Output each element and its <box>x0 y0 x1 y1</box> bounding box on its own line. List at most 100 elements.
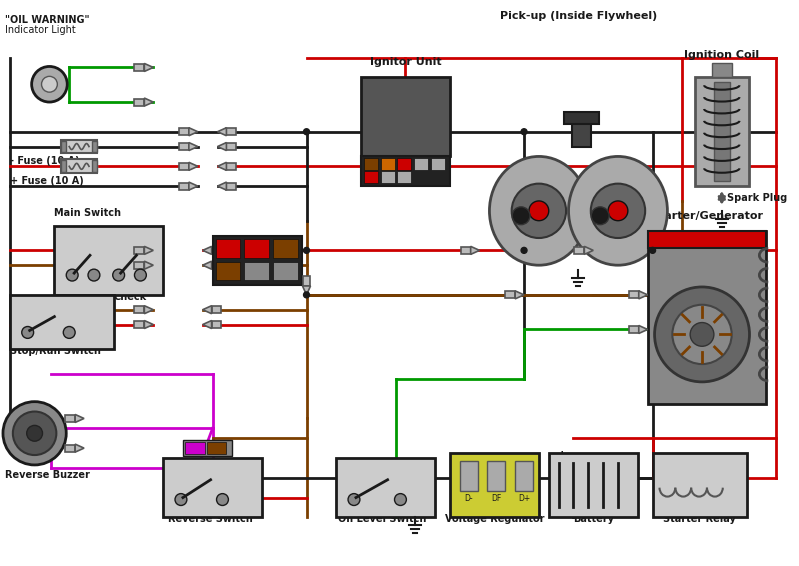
Bar <box>212 321 221 328</box>
Bar <box>515 461 533 491</box>
Polygon shape <box>217 182 226 190</box>
Bar <box>185 442 205 454</box>
Bar <box>415 158 428 170</box>
Bar <box>273 238 297 258</box>
Circle shape <box>654 287 749 382</box>
Bar <box>66 445 75 452</box>
Polygon shape <box>217 162 226 170</box>
Bar <box>364 171 378 183</box>
Bar <box>179 183 189 190</box>
Polygon shape <box>189 128 198 136</box>
Bar <box>10 295 113 349</box>
Circle shape <box>591 207 609 225</box>
Bar <box>207 442 226 454</box>
Bar <box>216 238 240 258</box>
Polygon shape <box>638 291 648 299</box>
Polygon shape <box>217 128 226 136</box>
Bar <box>54 226 163 295</box>
Text: Pick-up (Inside Flywheel): Pick-up (Inside Flywheel) <box>500 11 657 21</box>
Text: Starter Relay: Starter Relay <box>663 514 736 524</box>
Circle shape <box>113 269 125 281</box>
Circle shape <box>304 128 309 135</box>
Bar <box>226 128 237 135</box>
Bar <box>714 82 729 181</box>
Bar <box>397 158 411 170</box>
Text: Check: Check <box>113 292 147 302</box>
Bar <box>648 230 766 404</box>
Circle shape <box>608 201 628 221</box>
Circle shape <box>650 247 655 254</box>
Polygon shape <box>189 162 198 170</box>
Bar <box>380 158 395 170</box>
Polygon shape <box>145 320 153 328</box>
Bar <box>212 306 221 313</box>
Circle shape <box>529 201 549 221</box>
Text: + Fuse (10 A): + Fuse (10 A) <box>10 176 84 186</box>
Circle shape <box>512 207 530 225</box>
Text: Starter/Generator: Starter/Generator <box>651 211 763 221</box>
Bar <box>212 247 221 254</box>
Bar <box>364 158 378 170</box>
Polygon shape <box>515 291 524 299</box>
Bar <box>62 160 66 172</box>
Bar <box>163 458 262 517</box>
Bar <box>397 171 411 183</box>
Bar <box>629 326 638 333</box>
Bar <box>183 440 233 456</box>
Bar <box>244 262 269 280</box>
Ellipse shape <box>490 156 588 265</box>
Circle shape <box>13 411 57 455</box>
Bar <box>62 140 66 152</box>
Bar <box>549 453 638 517</box>
Bar <box>712 62 732 78</box>
Circle shape <box>304 292 309 298</box>
Circle shape <box>521 128 527 135</box>
Text: Voltage Regulator: Voltage Regulator <box>444 514 544 524</box>
Ellipse shape <box>569 156 667 265</box>
Bar <box>505 291 515 298</box>
Circle shape <box>521 247 527 254</box>
Circle shape <box>217 494 229 505</box>
Bar <box>216 262 240 280</box>
Bar <box>563 112 599 124</box>
Circle shape <box>673 305 732 364</box>
Bar <box>226 183 237 190</box>
Polygon shape <box>471 246 479 254</box>
Polygon shape <box>217 143 226 151</box>
Polygon shape <box>203 261 212 269</box>
Bar <box>66 415 75 422</box>
Text: D-: D- <box>464 494 473 503</box>
Bar <box>226 163 237 170</box>
Bar <box>134 261 145 269</box>
Circle shape <box>26 426 42 441</box>
Bar <box>450 453 539 517</box>
Bar <box>134 321 145 328</box>
Circle shape <box>63 327 75 338</box>
Polygon shape <box>203 320 212 328</box>
Polygon shape <box>145 98 153 106</box>
Text: A1: A1 <box>655 388 670 398</box>
Bar <box>653 453 746 517</box>
Circle shape <box>690 323 714 346</box>
Bar <box>134 306 145 313</box>
Bar <box>179 128 189 135</box>
Circle shape <box>395 494 407 505</box>
Bar <box>648 230 766 248</box>
Bar <box>62 140 97 153</box>
Circle shape <box>32 66 67 102</box>
Bar <box>361 78 450 156</box>
Text: "OIL WARNING": "OIL WARNING" <box>5 15 89 25</box>
Bar <box>487 461 505 491</box>
Polygon shape <box>638 325 648 333</box>
Bar <box>179 143 189 150</box>
Bar <box>629 291 638 298</box>
Polygon shape <box>145 261 153 269</box>
Bar <box>571 122 591 147</box>
Bar <box>361 156 450 186</box>
Bar <box>431 158 445 170</box>
Bar <box>62 160 97 173</box>
Text: Indicator Light: Indicator Light <box>5 25 76 35</box>
Text: On: On <box>64 292 80 302</box>
Circle shape <box>134 269 146 281</box>
Circle shape <box>88 269 100 281</box>
